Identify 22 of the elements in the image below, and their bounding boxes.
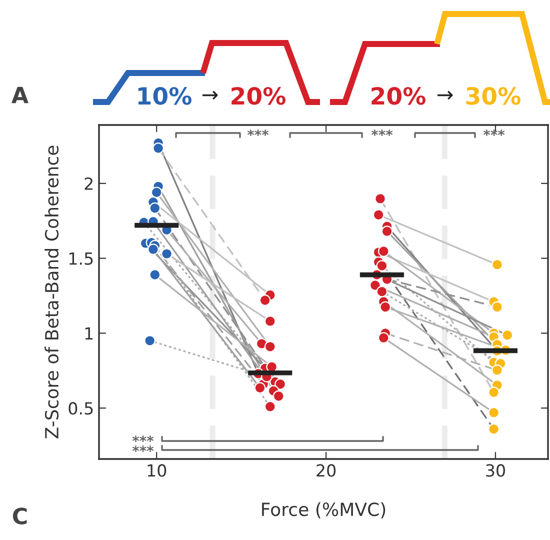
text: →	[437, 90, 453, 100]
annotation: ***	[483, 130, 505, 136]
text: 20%	[372, 86, 426, 105]
y-tick-label: 0.5	[68, 402, 93, 415]
x-tick-label: 20	[316, 464, 336, 477]
text: A	[12, 86, 28, 104]
text: C	[12, 508, 27, 524]
annotation: ***	[132, 436, 154, 442]
y-axis-title: Z-Score of Beta-Band Coherence	[44, 146, 59, 438]
text: 30%	[466, 86, 521, 105]
x-tick-label: 30	[486, 464, 505, 477]
y-tick-label: 2	[84, 177, 92, 190]
y-tick-label: 1.5	[69, 252, 93, 265]
x-axis-title: Force (%MVC)	[262, 502, 386, 518]
x-tick-label: 10	[148, 464, 166, 477]
y-tick-label: 1	[85, 327, 93, 340]
annotation: ***	[132, 446, 154, 452]
text: 20%	[232, 86, 286, 105]
annotation: ***	[247, 130, 269, 136]
text: →	[202, 90, 218, 100]
text: 10%	[138, 86, 192, 105]
annotation: ***	[371, 130, 393, 136]
